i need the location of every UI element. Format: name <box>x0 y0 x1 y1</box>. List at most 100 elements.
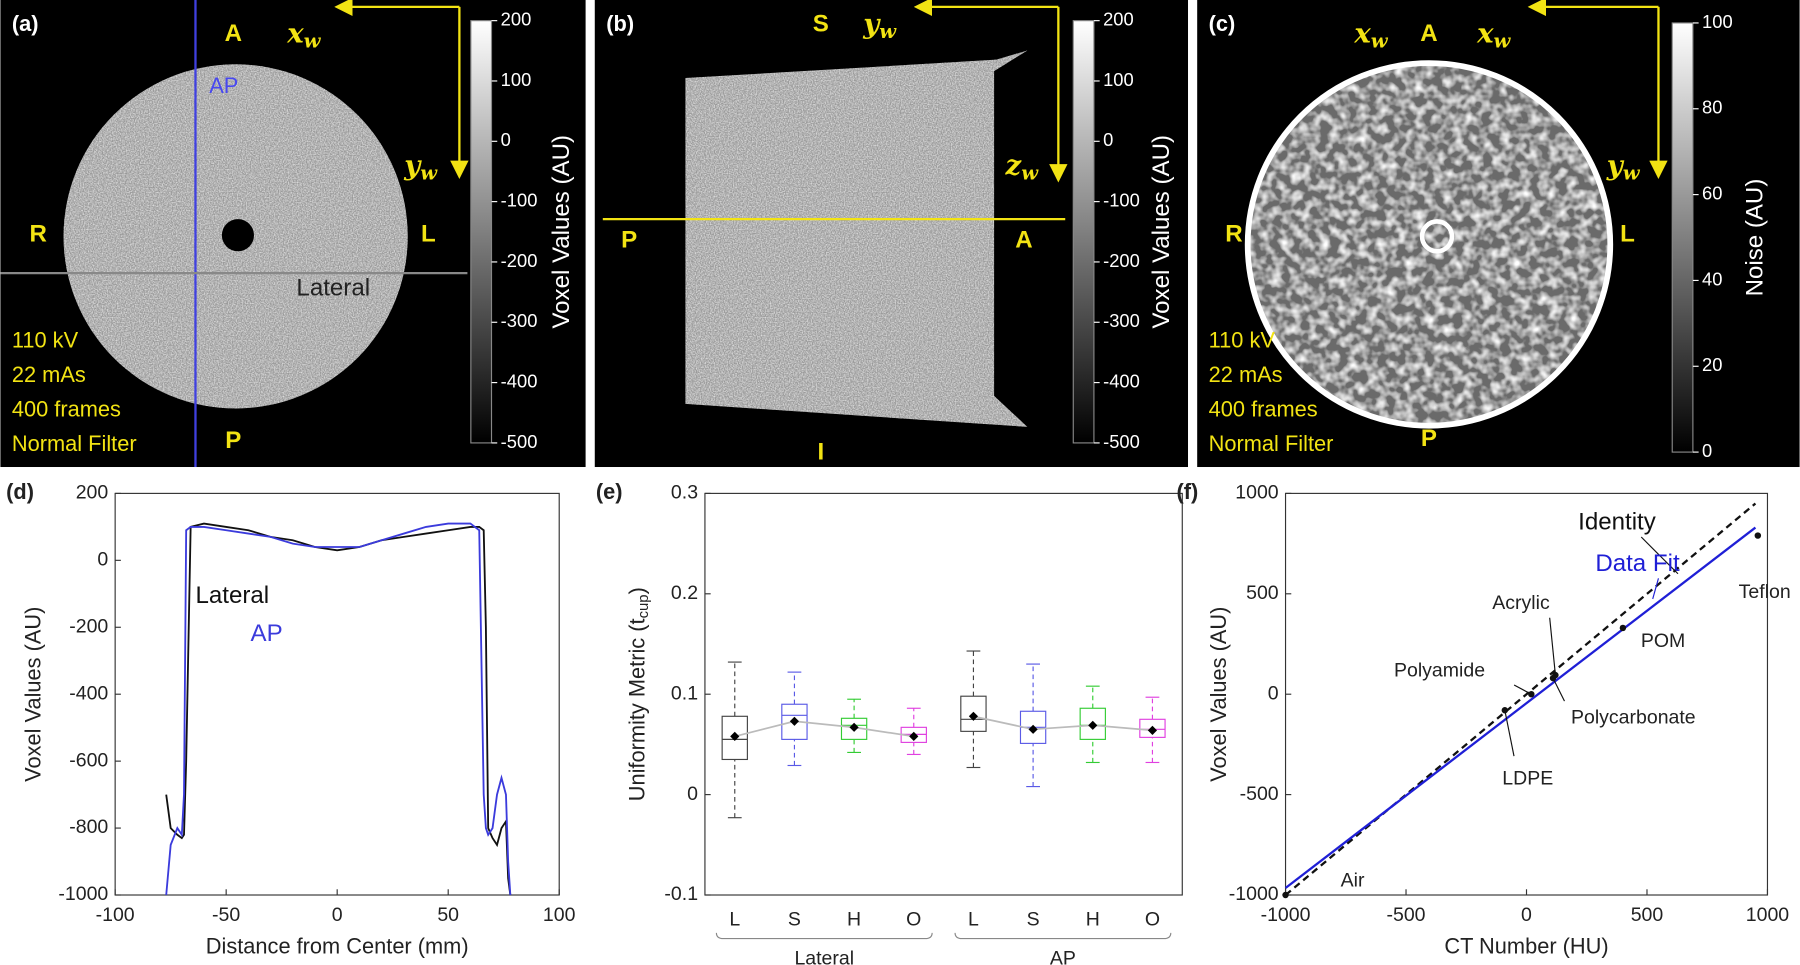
mean-marker <box>730 731 740 741</box>
axis-symbol: xw <box>1476 17 1511 52</box>
x-tick-label: 500 <box>1631 904 1664 926</box>
x-tick-label: L <box>968 908 979 930</box>
colorbar-tick-label: 80 <box>1702 97 1722 118</box>
phantom-image <box>685 50 1028 427</box>
point-label: POM <box>1641 630 1685 652</box>
colorbar <box>1671 22 1694 453</box>
x-tick-label: S <box>788 908 801 930</box>
scan-param: 110 kV <box>1209 328 1276 353</box>
y-tick-label: 500 <box>1246 582 1279 604</box>
colorbar-tick-label: -300 <box>1103 310 1140 331</box>
y-tick-label: -1000 <box>1229 883 1279 905</box>
x-tick-label: H <box>1086 908 1100 930</box>
x-tick-label: -500 <box>1387 904 1426 926</box>
colorbar-tick-label: 100 <box>1702 11 1733 32</box>
group-bracket <box>715 932 933 940</box>
leader <box>1513 684 1532 695</box>
x-axis-label: CT Number (HU) <box>1444 934 1608 959</box>
orientation: L <box>421 221 436 248</box>
panel-label: (b) <box>606 11 634 36</box>
axis-symbol: yw <box>1606 149 1641 184</box>
scan-param: 110 kV <box>12 328 79 353</box>
y-tick-label: 1000 <box>1235 482 1279 504</box>
mean-marker <box>849 722 859 732</box>
line-label: Lateral <box>296 275 370 302</box>
colorbar <box>1072 20 1095 444</box>
insert <box>1419 219 1455 254</box>
mean-marker <box>909 731 919 741</box>
y-tick-label: -0.1 <box>664 883 698 905</box>
mean-line <box>973 715 1153 732</box>
plot-frame <box>704 492 1183 896</box>
y-tick-label: -600 <box>69 749 108 771</box>
colorbar-tick-label: -500 <box>501 431 538 452</box>
scan-param: 22 mAs <box>12 362 86 387</box>
colorbar-tick-label: 0 <box>1103 129 1113 150</box>
x-tick-label: 0 <box>332 904 343 926</box>
y-tick-label: 0.2 <box>671 582 698 604</box>
y-axis-label-part: ) <box>624 587 649 594</box>
orientation: S <box>813 11 829 38</box>
colorbar-tick-label: -500 <box>1103 431 1140 452</box>
y-tick-label: 200 <box>76 482 109 504</box>
series-line <box>165 522 512 896</box>
panel-label: (f) <box>1177 479 1199 504</box>
colorbar-tick-label: 20 <box>1702 354 1722 375</box>
leader <box>1640 536 1679 575</box>
fit-line <box>1284 502 1757 896</box>
y-axis-label: Uniformity Metric (tcup) <box>624 587 652 801</box>
x-tick-label: -50 <box>212 904 240 926</box>
series-label: Lateral <box>195 582 269 609</box>
mean-marker <box>1028 724 1038 734</box>
colorbar-label: Voxel Values (AU) <box>548 135 575 329</box>
point-label: Acrylic <box>1492 592 1550 614</box>
colorbar-tick-label: 100 <box>501 69 532 90</box>
x-axis-label: Distance from Center (mm) <box>206 934 469 959</box>
scan-param: 400 frames <box>1209 397 1318 422</box>
mean-line <box>734 720 914 738</box>
y-tick-label: -400 <box>69 682 108 704</box>
leader <box>1552 677 1565 702</box>
scan-param: Normal Filter <box>1209 431 1334 456</box>
line-label: Identity <box>1578 509 1656 536</box>
fit-line <box>1284 526 1757 889</box>
colorbar-tick-label: 0 <box>1702 440 1712 461</box>
y-tick-label: 0.3 <box>671 482 698 504</box>
orientation: A <box>225 20 242 47</box>
box <box>960 695 987 732</box>
x-tick-label: 50 <box>437 904 459 926</box>
leader <box>1652 578 1660 600</box>
group-label: AP <box>1050 947 1076 965</box>
colorbar <box>470 20 493 444</box>
orientation: A <box>1015 226 1032 253</box>
orientation: P <box>225 427 241 454</box>
point-label: Polycarbonate <box>1571 706 1696 728</box>
panel-label: (c) <box>1209 11 1236 36</box>
x-tick-label: -100 <box>96 904 135 926</box>
series-line <box>165 522 512 896</box>
orientation: P <box>621 226 637 253</box>
y-tick-label: -200 <box>69 615 108 637</box>
colorbar-tick-label: -100 <box>1103 189 1140 210</box>
colorbar-tick-label: -100 <box>501 189 538 210</box>
series-label: AP <box>251 620 283 647</box>
colorbar-tick-label: -200 <box>1103 250 1140 271</box>
x-tick-label: 100 <box>543 904 576 926</box>
box <box>721 715 748 761</box>
panel-label: (e) <box>596 479 623 504</box>
y-axis-label-sub: cup <box>636 594 652 618</box>
axis-symbol: yw <box>403 149 438 184</box>
scan-param: 400 frames <box>12 397 121 422</box>
y-tick-label: 0 <box>687 783 698 805</box>
line-label: Data Fit <box>1595 550 1680 577</box>
point <box>1754 532 1762 539</box>
colorbar-tick-label: 100 <box>1103 69 1134 90</box>
x-tick-label: 0 <box>1521 904 1532 926</box>
y-tick-label: 0.1 <box>671 682 698 704</box>
y-tick-label: 0 <box>97 548 108 570</box>
colorbar-tick-label: 40 <box>1702 268 1722 289</box>
x-tick-label: H <box>847 908 861 930</box>
point <box>1282 891 1289 899</box>
orientation: I <box>817 439 824 466</box>
